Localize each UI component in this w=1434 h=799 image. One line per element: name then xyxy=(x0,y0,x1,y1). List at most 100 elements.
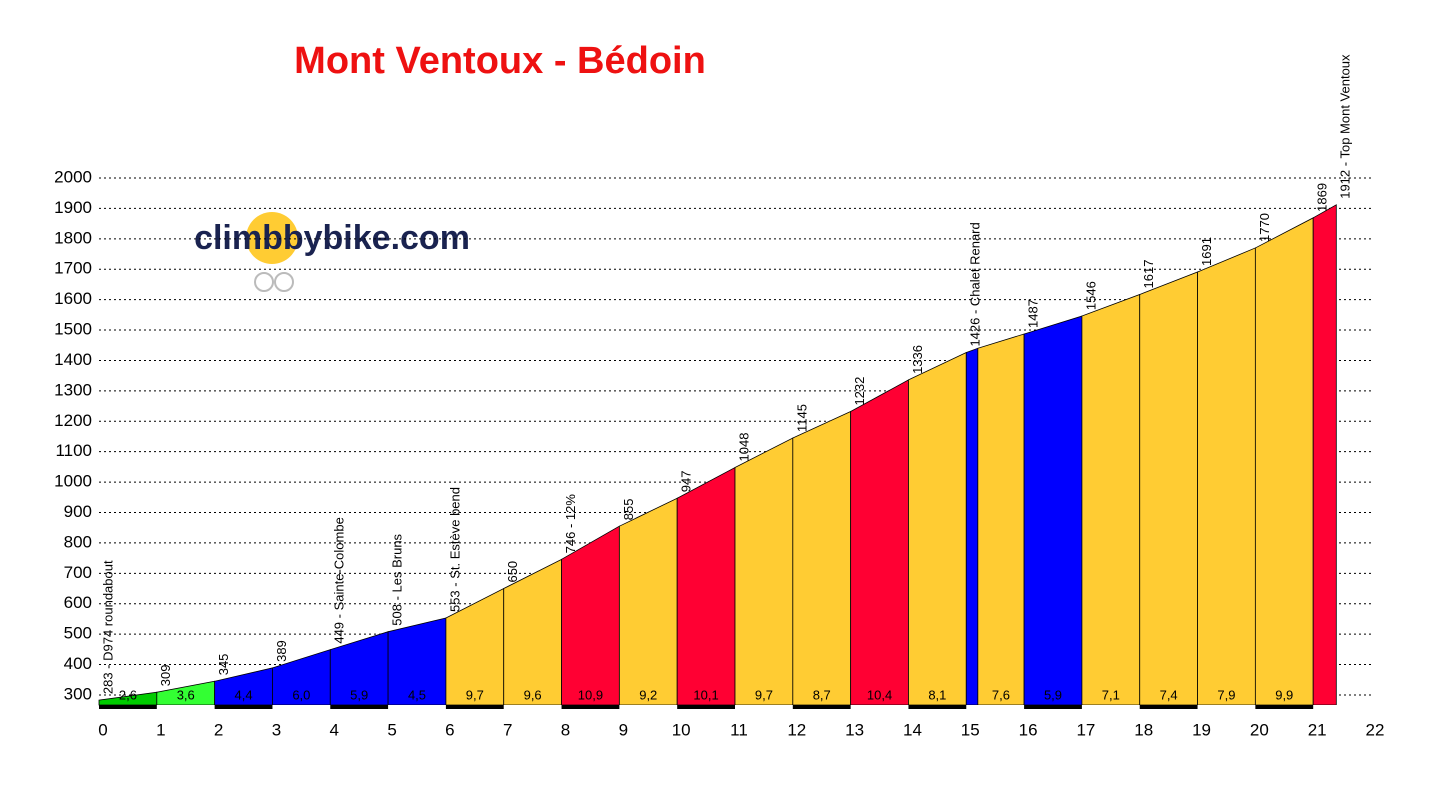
gradient-label: 10,4 xyxy=(867,687,892,702)
logo: climbbybike.com xyxy=(194,212,470,292)
x-tick-label: 14 xyxy=(903,720,922,739)
gradient-label: 7,9 xyxy=(1217,687,1235,702)
point-label: 1145 xyxy=(794,404,809,432)
x-tick-label: 4 xyxy=(330,720,339,739)
gradient-label: 8,7 xyxy=(813,687,831,702)
x-tick-label: 16 xyxy=(1019,720,1038,739)
gradient-label: 4,5 xyxy=(408,687,426,702)
x-tick-label: 3 xyxy=(272,720,281,739)
logo-wheel xyxy=(254,272,274,292)
x-tick-label: 15 xyxy=(961,720,980,739)
y-tick-label: 500 xyxy=(64,624,92,643)
y-tick-label: 1700 xyxy=(54,259,92,278)
point-label: 1617 xyxy=(1141,260,1156,289)
gradient-label: 10,9 xyxy=(578,687,603,702)
profile-segment xyxy=(908,351,967,706)
x-tick-label: 6 xyxy=(445,720,454,739)
point-label: 746 - 12% xyxy=(563,494,578,554)
profile-segment xyxy=(1197,247,1256,706)
profile-segment xyxy=(1081,293,1141,706)
y-tick-label: 1000 xyxy=(54,472,92,491)
y-tick-label: 1500 xyxy=(54,320,92,339)
profile-segment xyxy=(1139,271,1198,706)
point-label: 855 xyxy=(621,498,636,520)
y-tick-label: 800 xyxy=(64,532,92,551)
x-tick-label: 1 xyxy=(156,720,165,739)
point-label: 508 - Les Bruns xyxy=(390,533,405,625)
point-label: 1546 xyxy=(1083,281,1098,310)
profile-segment xyxy=(792,410,852,706)
profile-segment xyxy=(618,497,678,706)
point-label: 947 xyxy=(679,471,694,493)
km-strip xyxy=(908,705,967,709)
km-strip xyxy=(99,705,157,709)
gradient-label: 5,9 xyxy=(1044,687,1062,702)
km-strip xyxy=(1139,705,1198,709)
gradient-label: 3,6 xyxy=(177,687,195,702)
x-tick-label: 18 xyxy=(1134,720,1153,739)
point-label: 1426 - Chalet Renard xyxy=(968,222,983,346)
y-tick-label: 1300 xyxy=(54,380,92,399)
km-strip xyxy=(330,705,389,709)
logo-wheel xyxy=(274,272,294,292)
gradient-label: 9,7 xyxy=(466,687,484,702)
gradient-label: 9,2 xyxy=(639,687,657,702)
y-tick-label: 900 xyxy=(64,502,92,521)
x-tick-label: 2 xyxy=(214,720,223,739)
profile-segment xyxy=(676,466,736,706)
x-tick-label: 7 xyxy=(503,720,512,739)
x-tick-label: 5 xyxy=(387,720,396,739)
y-tick-label: 2000 xyxy=(54,167,92,186)
point-label: 389 xyxy=(274,640,289,662)
km-strip xyxy=(214,705,273,709)
km-strip xyxy=(1024,705,1082,709)
profile-segment xyxy=(734,437,794,706)
point-label: 1912 - Top Mont Ventoux xyxy=(1338,54,1353,199)
point-label: 309 xyxy=(158,665,173,687)
y-tick-label: 1100 xyxy=(55,441,92,460)
y-tick-label: 1800 xyxy=(54,228,92,247)
y-tick-label: 700 xyxy=(64,563,92,582)
x-tick-label: 19 xyxy=(1192,720,1211,739)
point-label: 449 - Sainte-Colombe xyxy=(332,517,347,643)
x-tick-label: 12 xyxy=(787,720,806,739)
km-strip xyxy=(1255,705,1314,709)
km-strip xyxy=(561,705,620,709)
profile-segment xyxy=(1023,315,1083,706)
point-label: 1869 xyxy=(1315,183,1330,212)
y-tick-label: 300 xyxy=(64,684,92,703)
point-label: 1691 xyxy=(1199,237,1214,266)
y-tick-label: 1200 xyxy=(54,411,92,430)
point-label: 1487 xyxy=(1026,299,1041,328)
gradient-label: 2,6 xyxy=(119,687,137,702)
x-tick-label: 8 xyxy=(561,720,570,739)
point-label: 1336 xyxy=(910,345,925,374)
x-tick-label: 22 xyxy=(1366,720,1385,739)
y-tick-label: 600 xyxy=(64,593,92,612)
x-tick-label: 13 xyxy=(845,720,864,739)
gradient-label: 9,6 xyxy=(524,687,542,702)
profile-segment xyxy=(977,333,1025,706)
point-label: 650 xyxy=(505,561,520,583)
km-strip xyxy=(792,705,851,709)
chart-title: Mont Ventoux - Bédoin xyxy=(294,40,706,82)
profile-segment xyxy=(1312,204,1337,706)
gradient-label: 9,9 xyxy=(1275,687,1293,702)
profile-segment xyxy=(965,347,979,706)
gradient-label: 4,4 xyxy=(235,687,253,702)
logo-text: climbbybike.com xyxy=(194,219,470,257)
gradient-label: 5,9 xyxy=(350,687,368,702)
point-label: 283 - D974 roundabout xyxy=(100,560,115,694)
x-tick-label: 9 xyxy=(619,720,628,739)
x-tick-label: 11 xyxy=(730,720,748,739)
gradient-label: 10,1 xyxy=(693,687,718,702)
logo-sun xyxy=(246,212,298,264)
gradient-label: 8,1 xyxy=(928,687,946,702)
point-label: 345 xyxy=(216,654,231,676)
gradient-label: 7,1 xyxy=(1102,687,1120,702)
gradient-label: 7,6 xyxy=(992,687,1010,702)
point-label: 1770 xyxy=(1257,213,1272,242)
point-label: 553 - St. Estève bend xyxy=(447,487,462,612)
y-tick-label: 1900 xyxy=(54,198,92,217)
